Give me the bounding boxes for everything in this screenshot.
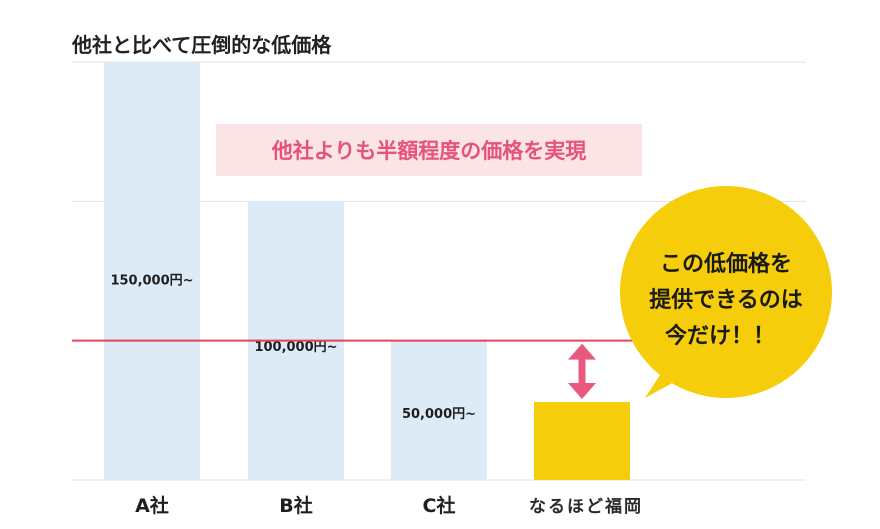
- category-label-brand: なるほど福岡: [529, 496, 643, 517]
- bar-value-label: 50,000円~: [402, 407, 476, 422]
- category-label: B社: [279, 494, 312, 517]
- bar-value-label: 100,000円~: [254, 340, 337, 355]
- difference-arrow-shaft: [578, 357, 586, 385]
- chart-title: 他社と比べて圧倒的な低価格: [71, 33, 332, 57]
- difference-arrow-head-up: [568, 343, 596, 360]
- difference-arrow-head-down: [568, 382, 596, 399]
- bar-competitor: [391, 340, 487, 480]
- category-labels: A社 B社 C社 なるほど福岡: [135, 494, 643, 517]
- category-label: C社: [423, 494, 456, 517]
- bar-brand: [534, 401, 630, 480]
- difference-arrow-group: [568, 343, 596, 399]
- data-labels: 150,000円~ 100,000円~ 50,000円~: [110, 273, 476, 422]
- speech-bubble: この低価格を 提供できるのは 今だけ！！: [620, 186, 832, 398]
- speech-bubble-circle: [620, 186, 832, 398]
- bubble-line-1: この低価格を: [660, 251, 792, 277]
- bars: [104, 62, 630, 481]
- banner-background: [216, 124, 642, 176]
- bubble-line-3: 今だけ！！: [665, 323, 775, 349]
- banner: 他社よりも半額程度の価格を実現: [216, 124, 642, 176]
- banner-text: 他社よりも半額程度の価格を実現: [271, 139, 587, 163]
- bar-value-label: 150,000円~: [110, 273, 193, 288]
- category-label: A社: [135, 494, 169, 517]
- bar-competitor: [104, 62, 200, 480]
- bubble-line-2: 提供できるのは: [649, 287, 803, 313]
